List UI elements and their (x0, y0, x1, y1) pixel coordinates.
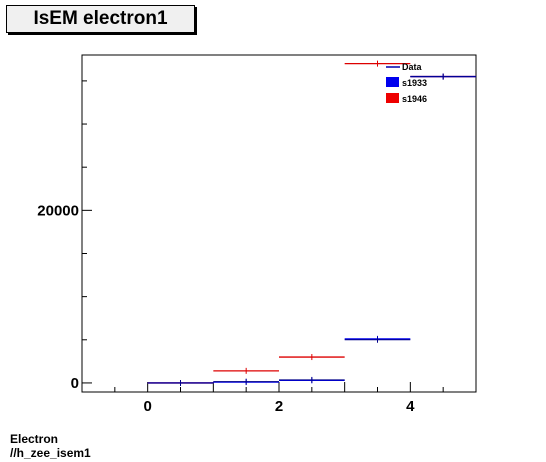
x-tick-label: 2 (275, 398, 283, 415)
series-layer (147, 60, 476, 386)
x-tick-label: 4 (406, 398, 415, 415)
y-tick-label: 20000 (37, 202, 79, 219)
y-tick-label: 0 (71, 375, 79, 392)
legend-box-s1933 (386, 77, 399, 87)
series-s1933 (147, 73, 476, 386)
series-Data (147, 73, 476, 386)
legend-label: Data (402, 62, 423, 72)
legend-label: s1946 (402, 94, 427, 104)
legend-box-s1946 (386, 93, 399, 103)
legend: Data s1933 s1946 (386, 62, 427, 104)
caption-line-2: //h_zee_isem1 (10, 446, 91, 460)
plot-frame-box (81, 54, 477, 393)
plot-frame: 0 2 4 0 20000 (37, 54, 477, 415)
chart-title: IsEM electron1 (6, 5, 195, 33)
legend-label: s1933 (402, 78, 427, 88)
caption-line-1: Electron (10, 432, 59, 446)
series-s1946 (147, 60, 476, 386)
x-tick-label: 0 (143, 398, 151, 415)
